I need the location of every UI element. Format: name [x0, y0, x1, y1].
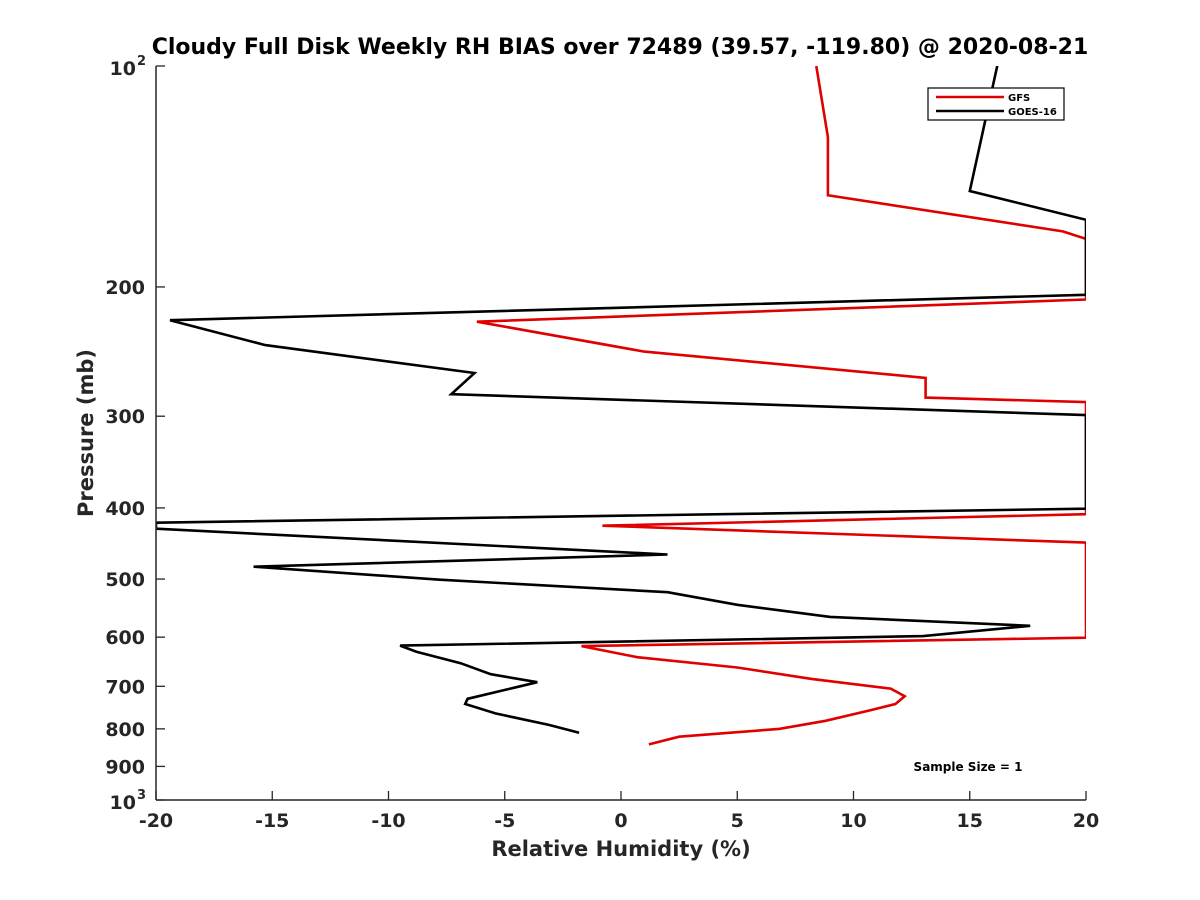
y-tick-exponent: 3 — [137, 788, 146, 803]
x-tick-label: -20 — [139, 810, 173, 832]
y-tick-label: 900 — [105, 756, 145, 778]
legend-label-gfs: GFS — [1008, 93, 1030, 104]
x-tick-label: -15 — [255, 810, 289, 832]
y-axis-label: Pressure (mb) — [74, 349, 98, 517]
y-tick-label: 600 — [105, 627, 145, 649]
x-tick-label: 10 — [840, 810, 866, 832]
x-tick-label: 0 — [614, 810, 627, 832]
legend: GFS GOES-16 — [927, 87, 1065, 121]
x-tick-label: -10 — [371, 810, 405, 832]
series-layer — [156, 66, 1086, 746]
legend-box — [927, 87, 1065, 121]
y-tick-exponent: 2 — [137, 54, 146, 69]
y-tick-label: 10 — [110, 58, 136, 80]
x-axis-label: Relative Humidity (%) — [491, 837, 750, 861]
y-tick-label: 400 — [105, 498, 145, 520]
x-tick-label: -5 — [494, 810, 515, 832]
y-tick-label: 500 — [105, 569, 145, 591]
series-line-gfs — [476, 66, 1086, 746]
sample-size-annotation: Sample Size = 1 — [914, 760, 1023, 774]
legend-label-goes16: GOES-16 — [1008, 107, 1057, 118]
x-tick-label: 15 — [957, 810, 983, 832]
y-tick-label: 800 — [105, 719, 145, 741]
series-line-goes16 — [156, 66, 1086, 735]
x-tick-label: 5 — [731, 810, 744, 832]
x-tick-label: 20 — [1073, 810, 1099, 832]
x-axis-ticks: -20 -15 -10 -5 0 5 10 15 20 — [139, 791, 1099, 832]
chart-title: Cloudy Full Disk Weekly RH BIAS over 724… — [152, 35, 1089, 60]
y-tick-label: 200 — [105, 277, 145, 299]
y-tick-label: 10 — [110, 792, 136, 814]
y-tick-label: 300 — [105, 406, 145, 428]
y-tick-label: 700 — [105, 676, 145, 698]
